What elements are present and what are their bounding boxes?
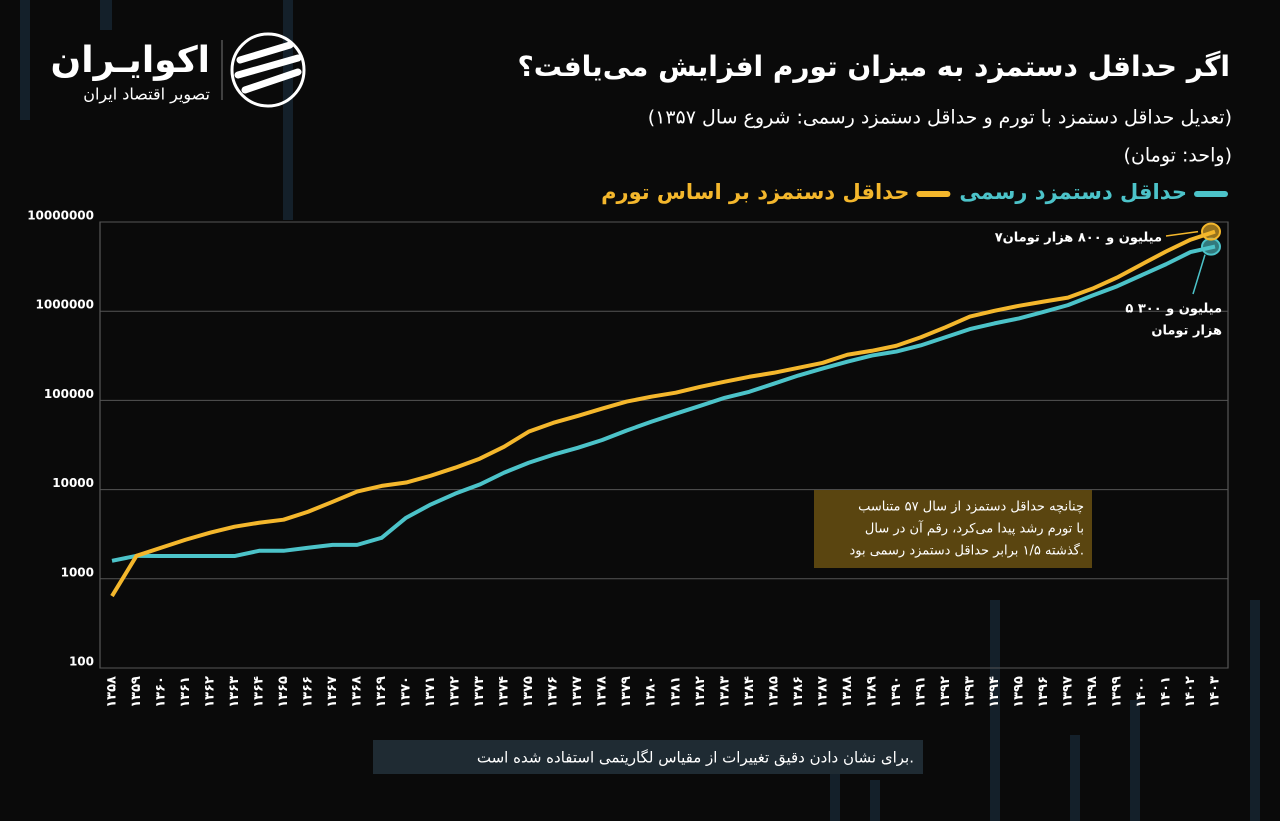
x-tick-label: ۱۳۹۱ xyxy=(913,676,928,708)
annotation-arrow xyxy=(1165,230,1199,237)
x-tick-label: ۱۳۹۶ xyxy=(1036,676,1051,708)
series-line xyxy=(111,244,1216,563)
annotation: ۵ میلیون و ۳۰۰ xyxy=(1125,302,1222,317)
x-tick-label: ۱۳۹۴ xyxy=(987,676,1002,708)
x-tick-label: ۱۳۷۳ xyxy=(472,676,487,708)
series-line xyxy=(110,229,1216,598)
subtitle: (تعدیل حداقل دستمزد با تورم و حداقل دستم… xyxy=(648,107,1232,129)
y-tick-label: 100000 xyxy=(44,387,94,401)
x-tick-label: ۱۳۵۸ xyxy=(105,676,120,708)
x-tick-label: ۱۳۶۳ xyxy=(227,676,242,708)
x-tick-label: ۱۴۰۱ xyxy=(1158,676,1173,708)
x-tick-label: ۱۳۹۹ xyxy=(1109,676,1124,708)
x-tick-label: ۱۳۷۸ xyxy=(595,676,610,708)
x-tick-label: ۱۳۶۵ xyxy=(276,676,291,708)
footnote: برای نشان دادن دقیق تغییرات از مقیاس لگا… xyxy=(477,749,914,767)
logo xyxy=(221,32,306,108)
x-tick-label: ۱۳۹۰ xyxy=(889,676,904,708)
x-tick-label: ۱۳۶۲ xyxy=(203,676,218,708)
x-tick-label: ۱۳۸۰ xyxy=(644,676,659,708)
x-tick-label: ۱۳۷۷ xyxy=(570,676,585,708)
annotation-box-text: با تورم رشد پیدا می‌کرد، رقم آن در سال xyxy=(865,520,1084,537)
x-tick-label: ۱۳۷۱ xyxy=(423,676,438,708)
x-tick-label: ۱۳۶۱ xyxy=(178,676,193,708)
x-tick-label: ۱۳۶۶ xyxy=(301,676,316,708)
x-tick-label: ۱۳۷۶ xyxy=(546,676,561,708)
x-tick-label: ۱۳۹۸ xyxy=(1085,676,1100,708)
x-tick-label: ۱۳۹۷ xyxy=(1060,676,1075,708)
legend-label: حداقل دستمزد بر اساس تورم xyxy=(601,180,909,204)
x-tick-label: ۱۳۶۴ xyxy=(252,676,267,708)
footnote-box xyxy=(373,740,923,774)
annotation-box-text: چنانچه حداقل دستمزد از سال ۵۷ متناسب xyxy=(858,500,1084,515)
x-tick-label: ۱۳۸۶ xyxy=(791,676,806,708)
y-tick-label: 10000000 xyxy=(27,209,94,223)
y-tick-label: 1000000 xyxy=(36,298,94,312)
x-tick-label: ۱۴۰۳ xyxy=(1208,676,1223,708)
x-tick-label: ۱۴۰۰ xyxy=(1134,676,1149,708)
x-tick-label: ۱۴۰۲ xyxy=(1183,676,1198,708)
annotation-arrow xyxy=(1192,254,1206,295)
end-marker xyxy=(1201,237,1221,256)
x-tick-label: ۱۳۶۰ xyxy=(154,676,169,708)
unit: (واحد: تومان) xyxy=(1124,145,1232,167)
decor xyxy=(20,0,1260,821)
annotation-box xyxy=(814,490,1092,568)
y-tick-label: 100 xyxy=(69,655,94,669)
annotation: هزار تومان xyxy=(1151,324,1222,339)
y-tick-label: 1000 xyxy=(61,565,94,579)
x-tick-label: ۱۳۸۷ xyxy=(815,676,830,708)
brand-name: اکوایـران xyxy=(51,40,210,81)
x-tick-label: ۱۳۷۵ xyxy=(521,676,536,708)
x-tick-label: ۱۳۹۳ xyxy=(962,676,977,708)
x-tick-label: ۱۳۸۴ xyxy=(742,676,757,708)
x-tick-label: ۱۳۸۹ xyxy=(864,676,879,708)
x-tick-label: ۱۳۵۹ xyxy=(129,676,144,708)
x-tick-label: ۱۳۷۴ xyxy=(497,676,512,708)
x-tick-label: ۱۳۸۱ xyxy=(668,676,683,708)
annotation-box-text: گذشته ۱/۵ برابر حداقل دستمزد رسمی بود. xyxy=(849,543,1084,559)
x-tick-label: ۱۳۸۲ xyxy=(693,676,708,708)
x-tick-label: ۱۳۹۲ xyxy=(938,676,953,708)
x-tick-label: ۱۳۹۵ xyxy=(1011,676,1026,708)
x-tick-label: ۱۳۸۵ xyxy=(766,676,781,708)
x-tick-label: ۱۳۸۳ xyxy=(717,676,732,708)
end-marker xyxy=(1201,222,1221,241)
x-tick-label: ۱۳۷۹ xyxy=(619,676,634,708)
annotation: ۷میلیون و ۸۰۰ هزار تومان xyxy=(995,231,1162,246)
legend-label: حداقل دستمزد رسمی xyxy=(959,180,1187,204)
x-tick-label: ۱۳۷۰ xyxy=(399,676,414,708)
chart-title: اگر حداقل دستمزد به میزان تورم افزایش می… xyxy=(517,50,1230,83)
brand-tagline: تصویر اقتصاد ایران xyxy=(83,85,210,105)
y-tick-label: 10000 xyxy=(52,476,94,490)
x-tick-label: ۱۳۸۸ xyxy=(840,676,855,708)
x-tick-label: ۱۳۶۸ xyxy=(350,676,365,708)
x-tick-label: ۱۳۷۲ xyxy=(448,676,463,708)
x-tick-label: ۱۳۶۹ xyxy=(374,676,389,708)
x-tick-label: ۱۳۶۷ xyxy=(325,676,340,708)
